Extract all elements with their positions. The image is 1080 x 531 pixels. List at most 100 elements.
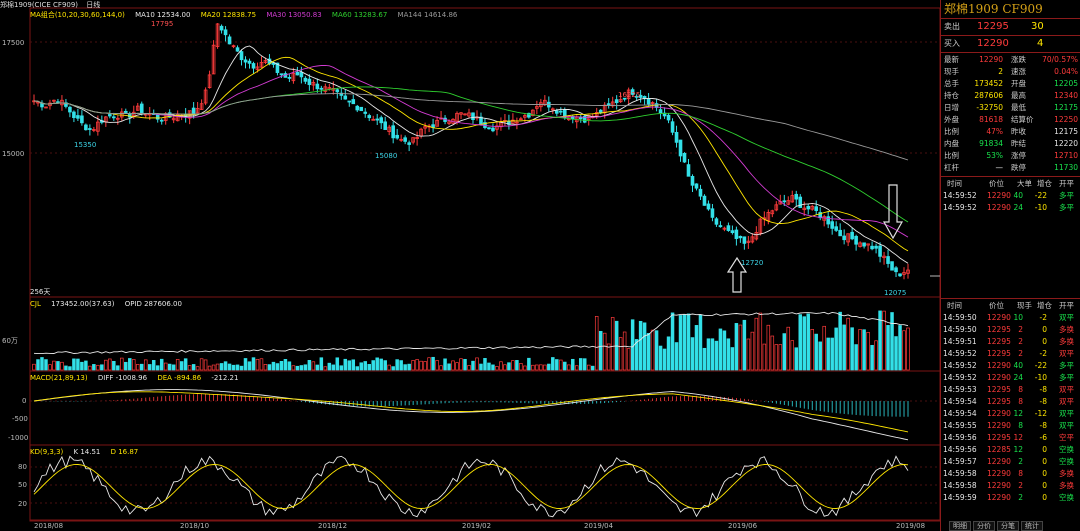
- candle-body: [898, 273, 902, 277]
- volume-bar: [76, 358, 80, 371]
- tick-row[interactable]: 14:59:54 12295 8 -8 双平: [941, 396, 1080, 408]
- low-note-12075: 12075: [884, 289, 907, 297]
- buy-row[interactable]: 买入 12290 4: [941, 37, 1080, 51]
- candle-body: [431, 124, 435, 128]
- tick-inc: -8: [1039, 397, 1047, 406]
- tick-row[interactable]: 14:59:50 12295 2 0 多换: [941, 324, 1080, 336]
- stat-value: 47%: [986, 127, 1003, 136]
- volume-bar: [698, 314, 703, 371]
- tick-qty: 2: [1018, 325, 1023, 334]
- volume-bar: [579, 358, 583, 371]
- tick-row[interactable]: 14:59:54 12290 12 -12 双平: [941, 408, 1080, 420]
- candle-body: [594, 112, 599, 117]
- candle-body: [730, 230, 735, 234]
- volume-bar: [239, 365, 244, 371]
- volume-bar: [363, 361, 367, 371]
- tick-row[interactable]: 14:59:55 12290 8 -8 双平: [941, 420, 1080, 432]
- period-label[interactable]: 日线: [86, 1, 101, 9]
- stat-value: 12710: [1054, 151, 1078, 160]
- kd-axis-20: 20: [18, 500, 27, 508]
- tab-detail[interactable]: 明细: [949, 521, 971, 531]
- candle-body: [235, 47, 240, 52]
- price-axis-label-17500: 17500: [2, 39, 25, 47]
- tick-inc: -2: [1039, 349, 1047, 358]
- volume-bar: [559, 359, 563, 371]
- stat-row: 内盘 91834 昨结 12220: [941, 138, 1080, 150]
- volume-bar: [654, 330, 659, 371]
- candle-body: [463, 113, 467, 116]
- candle-body: [159, 119, 164, 122]
- candle-body: [68, 106, 72, 113]
- tick-row[interactable]: 14:59:59 12290 2 0 空换: [941, 492, 1080, 504]
- volume-bar: [882, 310, 886, 371]
- volume-bar: [794, 347, 799, 371]
- tick-row[interactable]: 14:59:56 12285 12 0 空换: [941, 444, 1080, 456]
- tick-row[interactable]: 14:59:52 12290 24 -10 多平: [941, 372, 1080, 384]
- candle-body: [511, 119, 515, 124]
- candle-body: [259, 62, 264, 68]
- volume-bar: [646, 333, 651, 371]
- volume-bar: [894, 336, 898, 371]
- volume-bar: [491, 364, 495, 371]
- tab-tick[interactable]: 分笔: [997, 521, 1019, 531]
- candle-body: [88, 128, 92, 130]
- tick-price: 12295: [987, 433, 1011, 442]
- candle-body: [842, 235, 846, 241]
- tick-row[interactable]: 14:59:57 12290 2 0 空换: [941, 456, 1080, 468]
- volume-bar: [243, 358, 248, 371]
- tick-row[interactable]: 14:59:52 12295 2 -2 双平: [941, 348, 1080, 360]
- big-order-row[interactable]: 14:59:52 12290 40 -22 多平: [941, 190, 1080, 202]
- volume-bar: [459, 358, 463, 371]
- tick-row[interactable]: 14:59:53 12295 8 -8 双平: [941, 384, 1080, 396]
- ma-group-label[interactable]: MA组合(10,20,30,60,144,0): [30, 11, 125, 19]
- volume-bar: [586, 364, 591, 371]
- volume-bar: [147, 364, 152, 371]
- volume-bar: [80, 361, 84, 371]
- tick-row[interactable]: 14:59:58 12290 8 0 多换: [941, 468, 1080, 480]
- volume-bar: [906, 327, 910, 371]
- candle-body: [343, 95, 348, 100]
- candle-body: [531, 109, 535, 116]
- candle-body: [870, 245, 874, 250]
- tick-row[interactable]: 14:59:50 12290 10 -2 双平: [941, 312, 1080, 324]
- volume-bar: [44, 359, 48, 371]
- sell-row[interactable]: 卖出 12295 30: [941, 20, 1080, 34]
- volume-bar: [890, 312, 894, 371]
- tick-price: 12290: [987, 313, 1011, 322]
- macd-name[interactable]: MACD(21,89,13): [30, 374, 88, 382]
- volume-bar: [319, 357, 324, 371]
- stat-value: 0.04%: [1054, 67, 1078, 76]
- candle-body: [243, 59, 248, 63]
- volume-bar: [351, 359, 356, 371]
- candle-body: [355, 105, 360, 111]
- volume-bar: [475, 357, 479, 371]
- kd-name[interactable]: KD(9,3,3): [30, 448, 64, 456]
- candle-body: [351, 99, 356, 105]
- volume-bar: [255, 358, 260, 371]
- cjl-label[interactable]: CJL: [30, 300, 41, 308]
- volume-bar: [642, 322, 647, 371]
- volume-bar: [626, 348, 631, 371]
- volume-bar: [507, 362, 511, 371]
- volume-bar: [247, 361, 252, 371]
- big-order-row[interactable]: 14:59:52 12290 24 -10 多平: [941, 202, 1080, 214]
- volume-bar: [870, 344, 874, 371]
- tick-row[interactable]: 14:59:52 12290 40 -22 多平: [941, 360, 1080, 372]
- tick-time: 14:59:56: [943, 433, 977, 442]
- tab-price-split[interactable]: 分价: [973, 521, 995, 531]
- volume-bar: [291, 365, 296, 371]
- tick-row[interactable]: 14:59:56 12295 12 -6 空平: [941, 432, 1080, 444]
- tick-price: 12295: [987, 325, 1011, 334]
- tick-flag: 双平: [1059, 421, 1074, 430]
- tab-stats[interactable]: 统计: [1021, 521, 1043, 531]
- candle-body: [874, 245, 878, 249]
- tick-row[interactable]: 14:59:58 12290 2 0 多换: [941, 480, 1080, 492]
- tick-row[interactable]: 14:59:51 12295 2 0 多换: [941, 336, 1080, 348]
- tick-price: 12290: [987, 421, 1011, 430]
- candle-body: [116, 117, 120, 120]
- col-time: 时间: [947, 301, 962, 310]
- kline-chart-area[interactable]: [0, 0, 940, 531]
- volume-bar: [56, 361, 60, 371]
- volume-bar: [68, 366, 72, 371]
- candle-body: [223, 29, 228, 36]
